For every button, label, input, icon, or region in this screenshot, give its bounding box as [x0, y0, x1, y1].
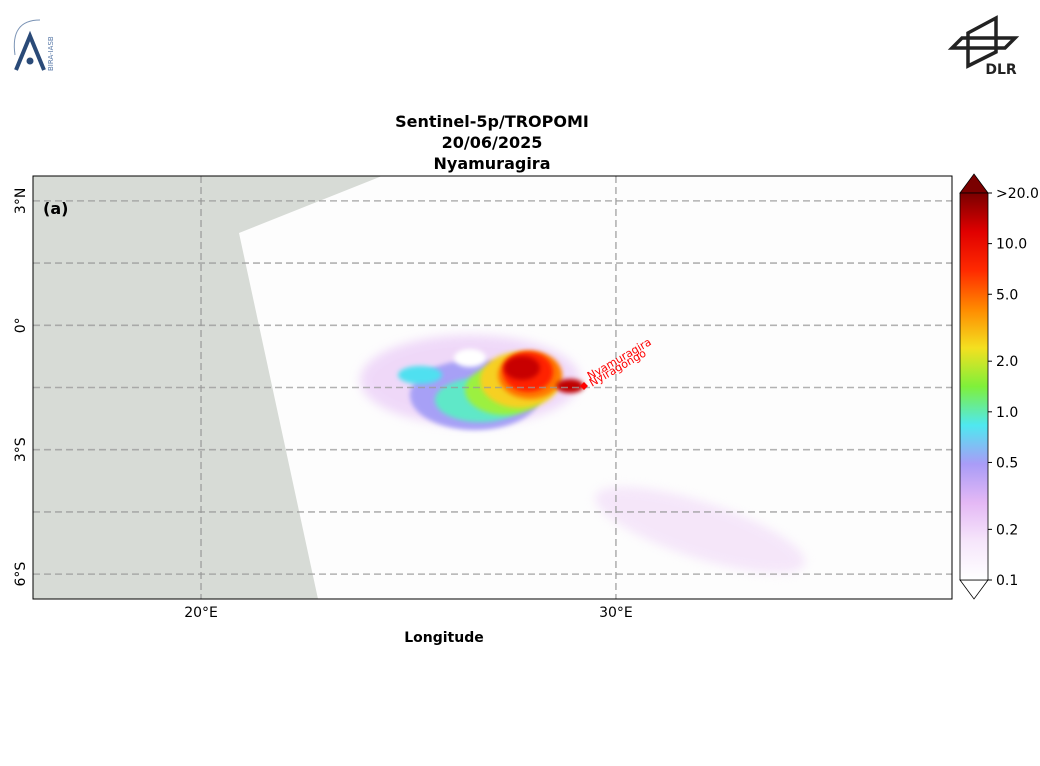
colorbar-tick-label: 10.0: [996, 237, 1027, 253]
panel-label: (a): [43, 199, 68, 218]
colorbar-tick-label: 1.0: [996, 405, 1018, 421]
x-tick-label: 30°E: [599, 605, 633, 621]
colorbar-tick-label: 2.0: [996, 354, 1018, 370]
colorbar-tick-label: 0.5: [996, 455, 1018, 471]
y-tick-label: 3°N: [13, 188, 29, 214]
colorbar-tick-label: 5.0: [996, 287, 1018, 303]
colorbar-bar: [959, 192, 989, 581]
x-axis-label: Longitude: [404, 630, 484, 646]
title: Nyamuragira: [434, 154, 551, 173]
colorbar-extend-top: [959, 173, 989, 194]
dlr-logo: DLR: [947, 15, 1020, 78]
title: Sentinel-5p/TROPOMI: [395, 112, 589, 131]
colorbar-tick-label: >20.0: [996, 186, 1039, 202]
y-tick-label: 0°: [13, 317, 29, 333]
logo-text: BIRA-IASB: [47, 36, 55, 71]
plume: [360, 335, 805, 574]
volcano-marker: [580, 382, 588, 390]
y-tick-label: 6°S: [13, 562, 29, 587]
logo-text: DLR: [985, 62, 1017, 78]
y-tick-label: 3°S: [13, 437, 29, 462]
colorbar-tick-label: 0.1: [996, 573, 1018, 589]
no-data: [33, 176, 382, 599]
colorbar: 0.1 0.2 0.5 1.0 2.0 5.0 10.0 >20.0: [959, 173, 1039, 600]
colorbar-extend-bottom: [959, 579, 989, 600]
title: 20/06/2025: [442, 133, 543, 152]
bira-logo: BIRA-IASB: [13, 19, 55, 71]
x-tick-label: 20°E: [184, 605, 218, 621]
map-frame: [32, 175, 953, 600]
colorbar-tick-label: 0.2: [996, 522, 1018, 538]
grid: [33, 176, 952, 599]
